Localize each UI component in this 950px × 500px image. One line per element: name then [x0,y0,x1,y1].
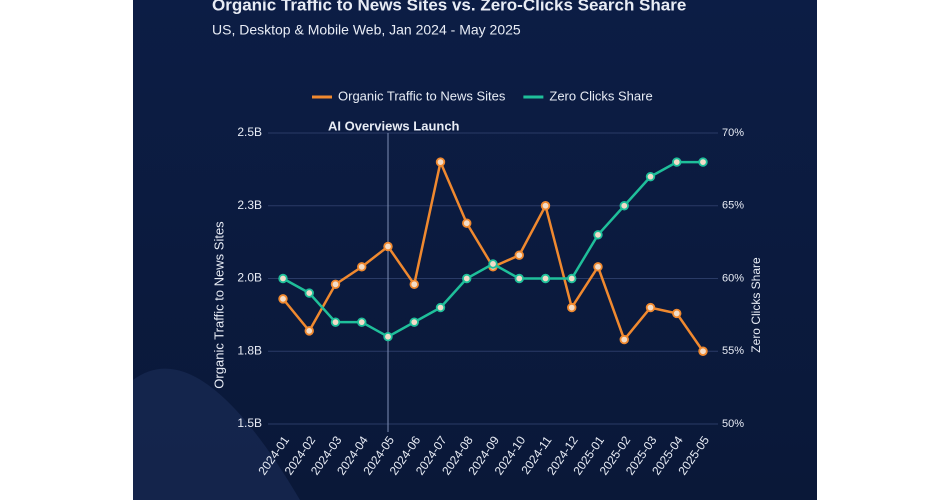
data-point [409,317,419,327]
data-point [383,332,393,342]
y-tick-label: 2.5B [237,125,262,139]
data-point [567,302,577,313]
y2-axis-title: Zero Clicks Share [749,257,763,353]
data-point [462,273,472,284]
data-point [488,259,498,269]
y-tick-label: 1.5B [237,416,262,430]
data-point [304,326,314,336]
y-tick-label: 1.8B [237,343,262,357]
panel [133,0,817,500]
y2-tick-label: 50% [722,418,744,430]
chart-subtitle: US, Desktop & Mobile Web, Jan 2024 - May… [212,22,521,38]
y2-tick-label: 60% [722,272,744,284]
data-point [698,346,708,356]
data-point [435,302,446,313]
legend-label: Zero Clicks Share [549,88,652,103]
data-point [304,288,314,298]
data-point [514,273,524,284]
data-point [278,294,288,304]
data-point [619,334,629,345]
y2-tick-label: 55% [722,345,744,357]
data-point [567,273,577,284]
data-point [593,262,603,272]
data-point [357,262,367,272]
data-point [698,157,708,167]
data-point [593,230,603,240]
data-point [672,308,682,319]
legend-label: Organic Traffic to News Sites [338,88,506,103]
data-point [645,171,656,182]
y-axis-title: Organic Traffic to News Sites [211,221,226,389]
data-point [672,157,682,167]
data-point [330,317,341,327]
y2-tick-label: 70% [722,127,744,139]
data-point [514,250,524,260]
y-tick-label: 2.0B [237,271,262,285]
annotation-text: AI Overviews Launch [328,118,460,133]
y-tick-label: 2.3B [237,198,262,212]
data-point [383,241,393,252]
data-point [462,218,472,228]
data-point [435,157,446,167]
data-point [278,273,288,284]
data-point [330,279,341,290]
data-point [540,273,551,284]
y2-tick-label: 65% [722,200,744,212]
chart-title: Organic Traffic to News Sites vs. Zero-C… [212,0,686,14]
decoration [133,368,300,500]
data-point [619,201,629,211]
data-point [645,302,656,313]
data-point [540,201,551,211]
data-point [409,279,419,290]
data-point [357,317,367,327]
